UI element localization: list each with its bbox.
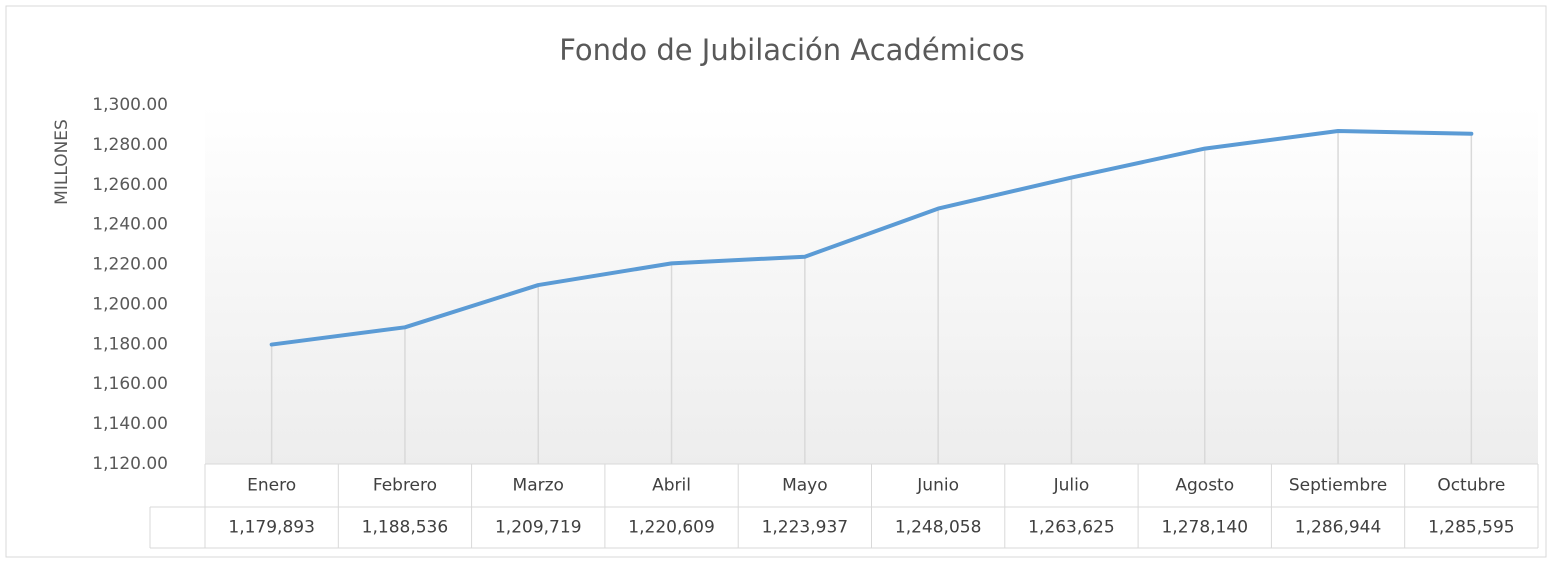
x-tick-label: Octubre xyxy=(1437,476,1505,496)
y-tick-label: 1,160.00 xyxy=(92,374,168,394)
y-tick-label: 1,200.00 xyxy=(92,294,168,314)
y-tick-label: 1,120.00 xyxy=(92,454,168,474)
data-label: 1,285,595 xyxy=(1428,518,1515,538)
y-tick-label: 1,220.00 xyxy=(92,255,168,275)
y-tick-label: 1,280.00 xyxy=(92,135,168,155)
y-tick-label: 1,180.00 xyxy=(92,334,168,354)
x-tick-label: Agosto xyxy=(1175,476,1234,496)
data-label: 1,209,719 xyxy=(495,518,582,538)
line xyxy=(269,129,1474,347)
plot-area xyxy=(205,105,1538,464)
x-tick-label: Abril xyxy=(652,476,691,496)
x-tick-label: Febrero xyxy=(373,476,437,496)
data-label: 1,278,140 xyxy=(1161,518,1248,538)
x-tick-label: Septiembre xyxy=(1289,476,1387,496)
x-tick-label: Marzo xyxy=(513,476,564,496)
data-label: 1,263,625 xyxy=(1028,518,1115,538)
x-tick-label: Mayo xyxy=(782,476,828,496)
x-tick-label: Junio xyxy=(916,476,959,496)
data-label: 1,286,944 xyxy=(1295,518,1382,538)
chart-title: Fondo de Jubilación Académicos xyxy=(559,33,1025,67)
data-label: 1,188,536 xyxy=(362,518,449,538)
y-tick-label: 1,260.00 xyxy=(92,175,168,195)
data-label: 1,248,058 xyxy=(895,518,982,538)
x-tick-label: Julio xyxy=(1053,476,1090,496)
data-label: 1,223,937 xyxy=(762,518,849,538)
y-tick-label: 1,300.00 xyxy=(92,95,168,115)
x-tick-label: Enero xyxy=(247,476,296,496)
data-label: 1,179,893 xyxy=(228,518,315,538)
data-label: 1,220,609 xyxy=(628,518,715,538)
y-tick-label: 1,140.00 xyxy=(92,414,168,434)
y-tick-label: 1,240.00 xyxy=(92,215,168,235)
y-axis-title: MILLONES xyxy=(52,119,72,205)
